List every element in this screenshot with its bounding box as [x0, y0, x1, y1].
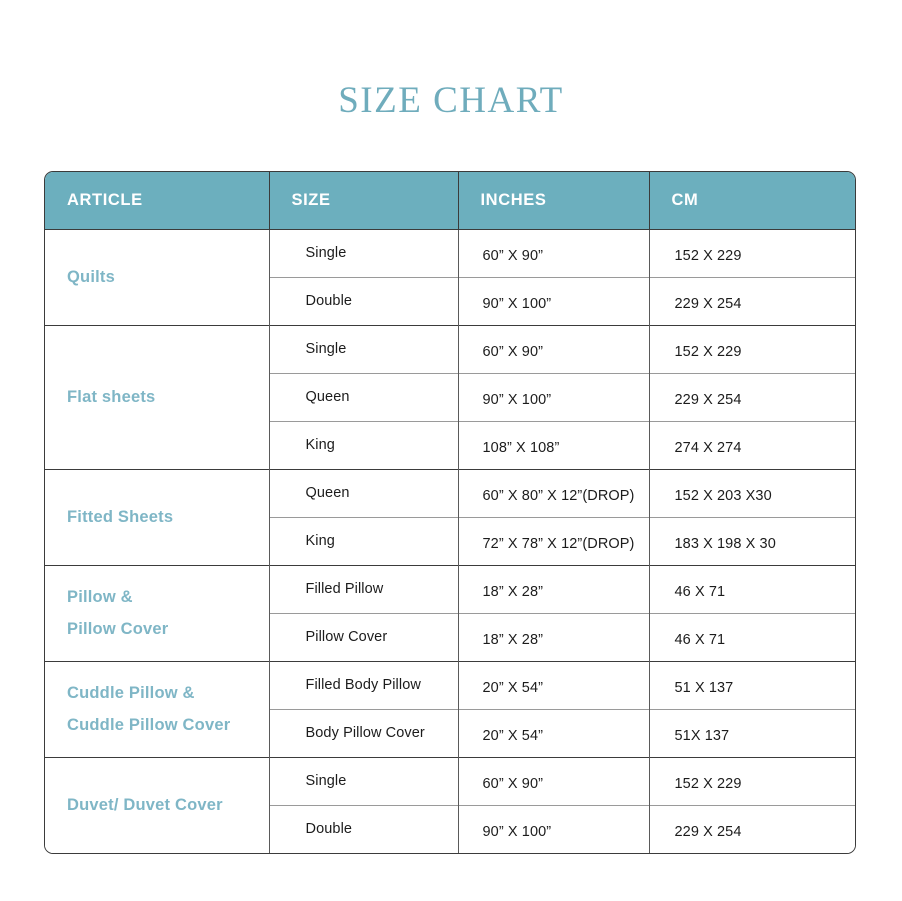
inches-value: 20” X 54”: [458, 660, 650, 709]
inches-value: 108” X 108”: [458, 420, 650, 469]
inches-value: 60” X 80” X 12”(DROP): [458, 468, 650, 517]
cm-value: 152 X 229: [649, 756, 855, 805]
table-row: Queen 90” X 100” 229 X 254: [45, 372, 855, 421]
size-value: King: [269, 516, 459, 565]
column-header-size: SIZE: [269, 172, 459, 229]
inches-value: 90” X 100”: [458, 276, 650, 325]
inches-value: 60” X 90”: [458, 228, 650, 277]
article-label-line: Quilts: [67, 268, 115, 286]
article-label-line: Fitted Sheets: [67, 508, 174, 526]
inches-value: 90” X 100”: [458, 804, 650, 853]
cm-value: 152 X 203 X30: [649, 468, 855, 517]
table-row: King 108” X 108” 274 X 274: [45, 420, 855, 469]
table-row: Body Pillow Cover 20” X 54” 51X 137: [45, 708, 855, 757]
article-label-line: Pillow &: [67, 588, 133, 606]
size-value: Pillow Cover: [269, 612, 459, 661]
size-value: Double: [269, 804, 459, 853]
cm-value: 229 X 254: [649, 276, 855, 325]
inches-value: 20” X 54”: [458, 708, 650, 757]
table-header: ARTICLE SIZE INCHES CM: [45, 172, 855, 229]
inches-value: 18” X 28”: [458, 612, 650, 661]
article-label: Quilts: [45, 228, 270, 325]
size-chart-table-container: ARTICLE SIZE INCHES CM Quilts Single 60” X…: [44, 171, 856, 854]
size-value: Queen: [269, 372, 459, 421]
article-label-line: Duvet/ Duvet Cover: [67, 796, 223, 815]
cm-value: 229 X 254: [649, 804, 855, 853]
table-row: King 72” X 78” X 12”(DROP) 183 X 198 X 30: [45, 516, 855, 565]
article-label: Flat sheets: [45, 324, 270, 469]
article-label-line: Cuddle Pillow &: [67, 684, 195, 702]
table-row: Pillow Cover 18” X 28” 46 X 71: [45, 612, 855, 661]
inches-value: 72” X 78” X 12”(DROP): [458, 516, 650, 565]
cm-value: 274 X 274: [649, 420, 855, 469]
size-value: Single: [269, 228, 459, 277]
table-body: Quilts Single 60” X 90” 152 X 229 Double 90” …: [45, 228, 855, 853]
size-value: King: [269, 420, 459, 469]
article-label: Duvet/ Duvet Cover: [45, 756, 270, 853]
cm-value: 152 X 229: [649, 228, 855, 277]
cm-value: 229 X 254: [649, 372, 855, 421]
article-label: Pillow & Pillow Cover: [45, 564, 270, 661]
size-value: Double: [269, 276, 459, 325]
inches-value: 60” X 90”: [458, 324, 650, 373]
size-chart-table: ARTICLE SIZE INCHES CM Quilts Single 60” X…: [45, 172, 855, 853]
size-value: Single: [269, 756, 459, 805]
article-label-line: Flat sheets: [67, 388, 156, 406]
table-row: Cuddle Pillow & Cuddle Pillow Cover Filled…: [45, 660, 855, 757]
cm-value: 51 X 137: [649, 660, 855, 709]
table-row: Fitted Sheets Queen 60” X 80” X 12”(DROP) 1…: [45, 468, 855, 565]
table-row: Quilts Single 60” X 90” 152 X 229: [45, 228, 855, 325]
size-value: Filled Body Pillow: [269, 660, 459, 709]
inches-value: 60” X 90”: [458, 756, 650, 805]
column-header-article: ARTICLE: [45, 172, 270, 229]
column-header-inches: INCHES: [458, 172, 650, 229]
table-row: Double 90” X 100” 229 X 254: [45, 276, 855, 325]
table-header-row: ARTICLE SIZE INCHES CM: [45, 172, 855, 229]
article-label-line: Cuddle Pillow Cover: [67, 716, 231, 734]
article-label: Cuddle Pillow & Cuddle Pillow Cover: [45, 660, 270, 757]
table-row: Duvet/ Duvet Cover Single 60” X 90” 152 X 2…: [45, 756, 855, 853]
size-value: Body Pillow Cover: [269, 708, 459, 757]
size-value: Single: [269, 324, 459, 373]
inches-value: 18” X 28”: [458, 564, 650, 613]
table-row: Flat sheets Single 60” X 90” 152 X 229: [45, 324, 855, 469]
article-label-line: Pillow Cover: [67, 620, 169, 638]
cm-value: 183 X 198 X 30: [649, 516, 855, 565]
article-label: Fitted Sheets: [45, 468, 270, 565]
cm-value: 152 X 229: [649, 324, 855, 373]
size-value: Queen: [269, 468, 459, 517]
page-title: SIZE CHART: [338, 80, 564, 121]
table-row: Pillow & Pillow Cover Filled Pillow 18” X 2…: [45, 564, 855, 661]
cm-value: 46 X 71: [649, 612, 855, 661]
cm-value: 46 X 71: [649, 564, 855, 613]
column-header-cm: CM: [649, 172, 855, 229]
inches-value: 90” X 100”: [458, 372, 650, 421]
cm-value: 51X 137: [649, 708, 855, 757]
table-row: Double 90” X 100” 229 X 254: [45, 804, 855, 853]
size-value: Filled Pillow: [269, 564, 459, 613]
